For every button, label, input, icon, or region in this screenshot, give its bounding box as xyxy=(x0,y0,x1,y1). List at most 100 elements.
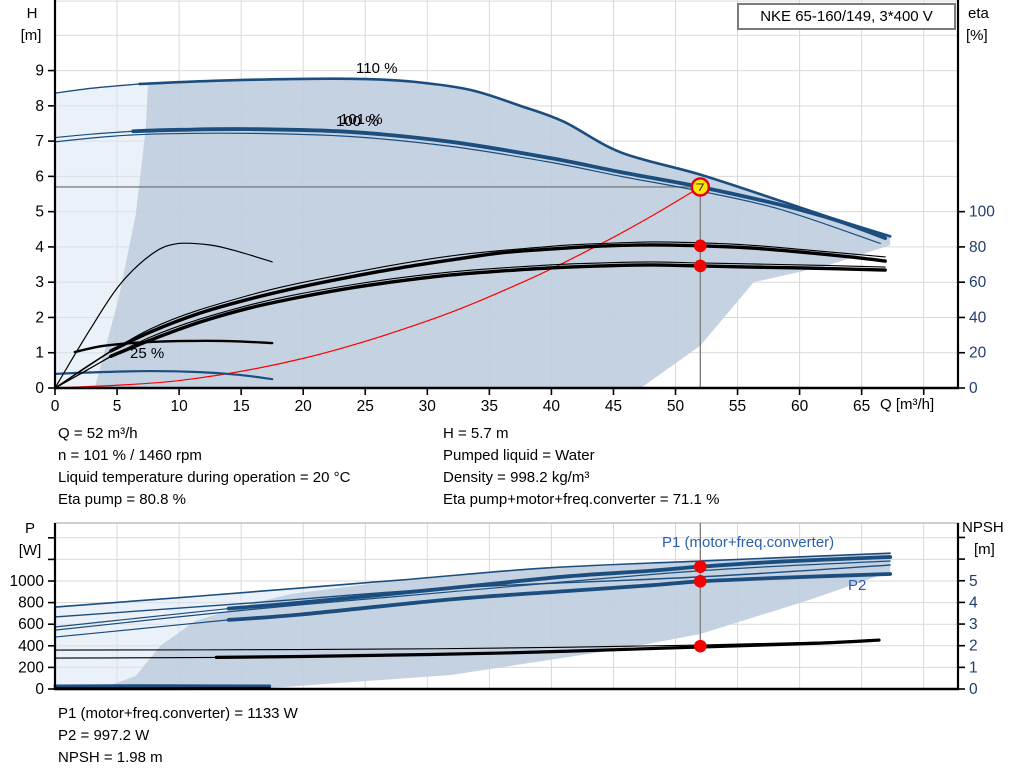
svg-text:0: 0 xyxy=(969,380,978,397)
svg-text:8: 8 xyxy=(35,98,44,115)
duty-dot-eta-pump xyxy=(694,239,707,253)
eta-100pct xyxy=(54,241,886,389)
eta-total-lead xyxy=(54,355,112,389)
svg-text:5: 5 xyxy=(35,204,44,221)
readout-h: H = 5.7 m xyxy=(443,425,509,442)
svg-text:600: 600 xyxy=(18,616,44,633)
svg-text:60: 60 xyxy=(969,274,987,291)
svg-text:9: 9 xyxy=(35,63,44,80)
svg-text:0: 0 xyxy=(35,681,44,698)
svg-text:400: 400 xyxy=(18,638,44,655)
readout-eta-pump: Eta pump = 80.8 % xyxy=(58,491,186,508)
svg-text:7: 7 xyxy=(35,133,44,150)
eta-total xyxy=(109,263,887,358)
readout-q: Q = 52 m³/h xyxy=(58,425,138,442)
svg-text:0: 0 xyxy=(969,681,978,698)
readout-liquid-temp: Liquid temperature during operation = 20… xyxy=(58,469,351,486)
svg-text:0: 0 xyxy=(51,398,60,415)
pump-type-box: NKE 65-160/149, 3*400 V xyxy=(737,3,956,30)
p1-101pct-lead xyxy=(54,607,230,628)
y2-axis-unit-m: [m] xyxy=(974,541,995,558)
svg-text:65: 65 xyxy=(853,398,870,415)
curve-label-25pct: 25 % xyxy=(130,345,165,362)
y2-axis-title-eta: eta xyxy=(968,5,989,22)
svg-text:2: 2 xyxy=(969,638,978,655)
curve-25pct-small xyxy=(73,339,274,354)
y-axis-unit-w: [W] xyxy=(18,542,42,559)
p1-110pct xyxy=(54,552,891,608)
npsh-lead xyxy=(54,656,217,659)
svg-text:2: 2 xyxy=(35,309,44,326)
svg-text:10: 10 xyxy=(170,398,188,415)
duty-dot-eta-total xyxy=(694,259,707,273)
svg-text:50: 50 xyxy=(667,398,685,415)
curve-label-101pct: 101 % xyxy=(340,111,383,128)
svg-text:100: 100 xyxy=(969,204,995,221)
eta-25pct-arc xyxy=(54,242,273,389)
readout-eta-total: Eta pump+motor+freq.converter = 71.1 % xyxy=(443,491,720,508)
p2-101pct-lead xyxy=(54,619,230,638)
svg-text:4: 4 xyxy=(969,594,978,611)
x-axis-title-q: Q [m³/h] xyxy=(880,396,935,413)
readout-p2: P2 = 997.2 W xyxy=(58,727,150,744)
y-axis-title-h: H xyxy=(26,5,38,22)
svg-text:5: 5 xyxy=(969,573,978,590)
svg-text:15: 15 xyxy=(233,398,250,415)
qh-eta-chart: 0 5 10 15 20 25 30 35 40 45 50 55 60 6501234567890204… xyxy=(35,0,995,415)
npsh xyxy=(214,638,881,659)
svg-text:25: 25 xyxy=(357,398,374,415)
svg-text:0: 0 xyxy=(35,380,44,397)
curve-label-p1: P1 (motor+freq.converter) xyxy=(662,534,835,551)
svg-text:45: 45 xyxy=(605,398,622,415)
svg-text:5: 5 xyxy=(113,398,122,415)
svg-text:40: 40 xyxy=(969,309,987,326)
qh-110pct xyxy=(138,77,892,238)
y-axis-unit-m: [m] xyxy=(20,27,42,44)
operating-point-marker[interactable] xyxy=(690,177,711,197)
svg-text:6: 6 xyxy=(35,168,44,185)
p1-101pct xyxy=(226,555,893,611)
system-curve xyxy=(54,186,701,389)
readout-density: Density = 998.2 kg/m³ xyxy=(443,469,590,486)
eta-pump-lead xyxy=(54,350,112,389)
y2-axis-unit-pct: [%] xyxy=(966,27,988,44)
svg-text:60: 60 xyxy=(791,398,809,415)
eta-total-thin xyxy=(54,261,886,389)
readout-pumped-liquid: Pumped liquid = Water xyxy=(443,447,595,464)
svg-text:35: 35 xyxy=(481,398,498,415)
svg-text:1: 1 xyxy=(35,345,44,362)
svg-text:1: 1 xyxy=(969,659,978,676)
duty-dot-npsh xyxy=(694,639,707,653)
eta-pump-101pct xyxy=(109,243,887,353)
curve-label-110pct: 110 % xyxy=(356,60,398,77)
svg-text:200: 200 xyxy=(18,659,44,676)
p1-100pct xyxy=(54,560,891,631)
svg-text:40: 40 xyxy=(543,398,561,415)
p2-101pct xyxy=(226,572,893,622)
readout-speed: n = 101 % / 1460 rpm xyxy=(58,447,202,464)
svg-text:20: 20 xyxy=(295,398,313,415)
svg-text:1000: 1000 xyxy=(10,573,45,590)
qh-101pct xyxy=(131,127,888,240)
svg-text:55: 55 xyxy=(729,398,746,415)
y2-axis-title-npsh: NPSH xyxy=(962,519,1004,536)
power-npsh-chart: 0 200 400 600 800 1000 0 1 2 3 4 5 xyxy=(10,522,978,698)
svg-text:80: 80 xyxy=(969,239,987,256)
readout-p1: P1 (motor+freq.converter) = 1133 W xyxy=(58,705,298,722)
qh-110pct-lead xyxy=(54,83,141,94)
svg-text:3: 3 xyxy=(35,274,44,291)
svg-text:800: 800 xyxy=(18,595,44,612)
curve-label-100pct: 100 % xyxy=(336,113,379,130)
duty-dot-p1 xyxy=(694,560,707,573)
svg-text:4: 4 xyxy=(35,239,44,256)
svg-text:3: 3 xyxy=(969,616,978,633)
svg-text:20: 20 xyxy=(969,345,987,362)
duty-dot-p2 xyxy=(694,575,707,588)
operating-point-glyph xyxy=(696,183,705,192)
y-axis-title-p: P xyxy=(24,520,35,537)
readout-npsh: NPSH = 1.98 m xyxy=(58,749,163,766)
qh-25pct xyxy=(53,369,274,381)
svg-text:30: 30 xyxy=(419,398,437,415)
